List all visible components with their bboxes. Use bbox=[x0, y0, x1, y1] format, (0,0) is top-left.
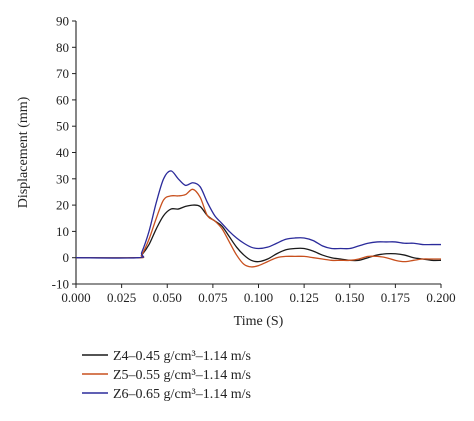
series-line-6 bbox=[75, 170, 441, 259]
y-tick-label: 10 bbox=[56, 224, 69, 239]
y-axis-title: Displacement (mm) bbox=[16, 96, 31, 208]
legend: Z4–0.45 g/cm³–1.14 m/s Z5–0.55 g/cm³–1.14… bbox=[82, 349, 251, 402]
x-tick-label: 0.125 bbox=[290, 290, 319, 305]
x-tick-label: 0.175 bbox=[381, 290, 410, 305]
y-tick-label: 90 bbox=[56, 14, 69, 29]
y-tick-label: 30 bbox=[56, 171, 69, 186]
x-tick-label: 0.150 bbox=[335, 290, 364, 305]
legend-item: Z6–0.65 g/cm³–1.14 m/s bbox=[82, 387, 251, 402]
series-line-4 bbox=[75, 204, 442, 263]
plot-area bbox=[75, 21, 441, 285]
x-tick-label: 0.050 bbox=[153, 290, 182, 305]
y-tick-label: 0 bbox=[63, 250, 70, 265]
series-line-5 bbox=[75, 188, 441, 268]
legend-label: Z6–0.65 g/cm³–1.14 m/s bbox=[113, 387, 251, 402]
y-tick-label: 50 bbox=[56, 119, 69, 134]
legend-item: Z5–0.55 g/cm³–1.14 m/s bbox=[82, 368, 251, 383]
series-layer bbox=[75, 170, 442, 268]
legend-label: Z4–0.45 g/cm³–1.14 m/s bbox=[113, 349, 251, 364]
legend-label: Z5–0.55 g/cm³–1.14 m/s bbox=[113, 368, 251, 383]
y-tick-label: 70 bbox=[56, 66, 69, 81]
x-axis: 0.000 0.025 0.050 0.075 0.100 0.125 0.150 0.175… bbox=[61, 284, 456, 305]
x-tick-label: 0.200 bbox=[426, 290, 455, 305]
x-tick-label: 0.100 bbox=[244, 290, 273, 305]
y-tick-label: 80 bbox=[56, 40, 69, 55]
legend-item: Z4–0.45 g/cm³–1.14 m/s bbox=[82, 349, 251, 364]
y-axis: -10 0 10 20 30 40 50 60 70 80 90 bbox=[52, 14, 76, 292]
x-tick-label: 0.075 bbox=[198, 290, 227, 305]
y-tick-label: 40 bbox=[56, 145, 69, 160]
y-tick-label: -10 bbox=[52, 277, 69, 292]
y-tick-label: 20 bbox=[56, 198, 69, 213]
y-tick-label: 60 bbox=[56, 92, 69, 107]
x-axis-title: Time (S) bbox=[234, 314, 284, 329]
x-tick-label: 0.025 bbox=[107, 290, 136, 305]
x-tick-label: 0.000 bbox=[61, 290, 90, 305]
